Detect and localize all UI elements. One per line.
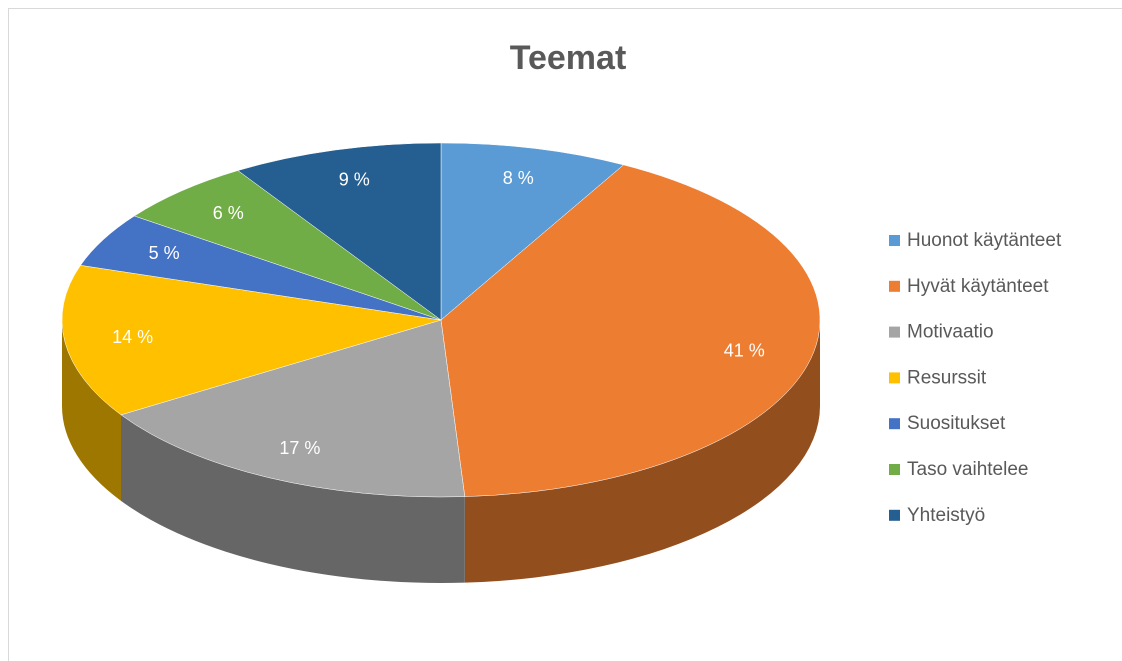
data-label: 9 % <box>339 169 370 189</box>
legend-label: Huonot käytänteet <box>907 230 1062 251</box>
data-label: 41 % <box>724 340 765 360</box>
data-label: 5 % <box>149 243 180 263</box>
legend-swatch <box>889 372 900 384</box>
slice <box>61 265 442 416</box>
slice-side <box>464 320 820 583</box>
legend-label: Suositukset <box>907 413 1006 434</box>
data-label: 6 % <box>213 203 244 223</box>
slice <box>120 319 466 498</box>
legend-label: Motivaatio <box>907 322 994 343</box>
chart-title: Teemat <box>510 39 627 77</box>
data-label: 14 % <box>112 327 153 347</box>
legend-label: Resurssit <box>907 367 987 388</box>
slice <box>440 164 821 497</box>
legend-swatch <box>889 509 900 521</box>
legend-label: Hyvät käytänteet <box>907 276 1049 297</box>
legend-swatch <box>889 418 900 430</box>
slice-side <box>62 320 121 501</box>
legend-swatch <box>889 280 900 292</box>
data-label: 8 % <box>503 168 534 188</box>
legend-swatch <box>889 464 900 475</box>
data-label: 17 % <box>279 438 320 458</box>
legend-label: Yhteistyö <box>907 505 985 526</box>
slice <box>237 142 442 321</box>
legend-swatch <box>889 235 900 246</box>
slice <box>133 170 442 321</box>
slice-side <box>120 414 465 583</box>
legend-swatch <box>889 326 900 338</box>
slice <box>440 142 625 321</box>
legend-label: Taso vaihtelee <box>907 459 1028 480</box>
